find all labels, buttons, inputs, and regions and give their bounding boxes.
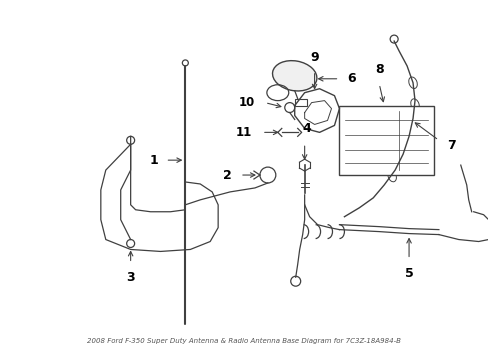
Text: 4: 4 <box>302 122 310 135</box>
Bar <box>339 105 433 175</box>
Ellipse shape <box>387 170 396 182</box>
Text: 7: 7 <box>446 139 455 152</box>
Text: 9: 9 <box>310 51 318 64</box>
Ellipse shape <box>408 77 416 89</box>
Ellipse shape <box>410 99 418 111</box>
Ellipse shape <box>396 150 405 162</box>
Bar <box>294 99 306 105</box>
Text: 2: 2 <box>223 168 232 181</box>
Text: 10: 10 <box>238 96 254 109</box>
Text: 6: 6 <box>346 72 355 85</box>
Ellipse shape <box>272 60 316 91</box>
Text: 5: 5 <box>404 267 412 280</box>
Text: 3: 3 <box>126 271 135 284</box>
Ellipse shape <box>404 127 412 138</box>
Text: 1: 1 <box>149 154 158 167</box>
Text: 8: 8 <box>374 63 383 76</box>
Text: 11: 11 <box>235 126 251 139</box>
Text: 2008 Ford F-350 Super Duty Antenna & Radio Antenna Base Diagram for 7C3Z-18A984-: 2008 Ford F-350 Super Duty Antenna & Rad… <box>87 338 400 344</box>
